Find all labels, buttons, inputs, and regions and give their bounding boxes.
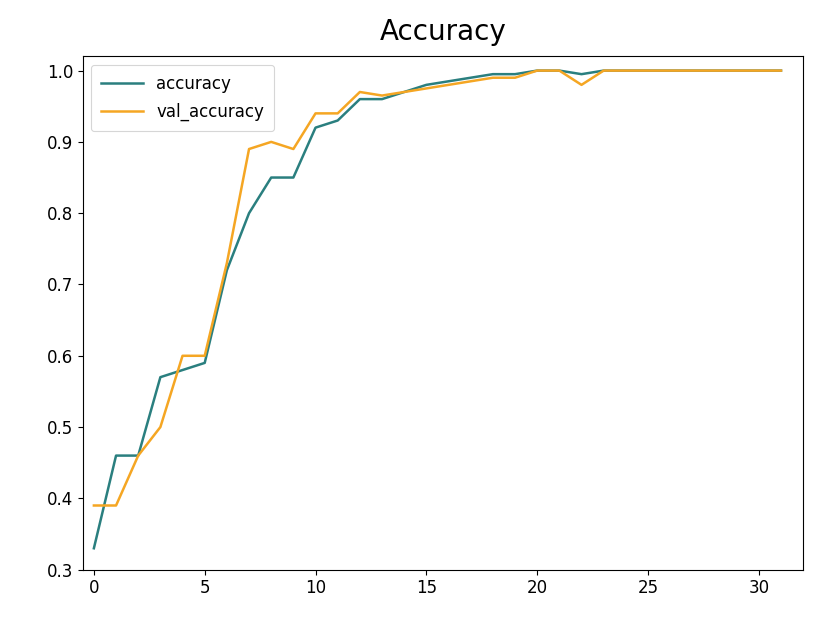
val_accuracy [598, 67, 608, 74]
val_accuracy [509, 74, 519, 81]
val_accuracy [731, 67, 741, 74]
accuracy [177, 366, 187, 374]
accuracy [775, 67, 785, 74]
val_accuracy [155, 423, 165, 431]
accuracy [509, 70, 519, 78]
val_accuracy [643, 67, 653, 74]
val_accuracy [421, 85, 431, 92]
accuracy [598, 67, 608, 74]
accuracy [532, 67, 542, 74]
val_accuracy [709, 67, 719, 74]
val_accuracy [576, 81, 586, 89]
val_accuracy [111, 502, 121, 510]
val_accuracy [88, 502, 98, 510]
accuracy [155, 374, 165, 381]
val_accuracy [532, 67, 542, 74]
accuracy [199, 359, 209, 367]
val_accuracy [620, 67, 630, 74]
val_accuracy [376, 92, 386, 100]
val_accuracy [222, 259, 232, 267]
Line: accuracy: accuracy [93, 71, 780, 548]
accuracy [643, 67, 653, 74]
accuracy [664, 67, 674, 74]
accuracy [222, 267, 232, 274]
val_accuracy [199, 352, 209, 359]
accuracy [709, 67, 719, 74]
accuracy [421, 81, 431, 89]
val_accuracy [332, 110, 342, 117]
val_accuracy [443, 81, 453, 89]
val_accuracy [177, 352, 187, 359]
val_accuracy [487, 74, 497, 81]
accuracy [88, 545, 98, 552]
accuracy [731, 67, 741, 74]
accuracy [554, 67, 564, 74]
accuracy [399, 88, 409, 96]
accuracy [620, 67, 630, 74]
accuracy [332, 116, 342, 124]
accuracy [355, 95, 365, 103]
val_accuracy [288, 145, 298, 153]
val_accuracy [310, 110, 320, 117]
accuracy [310, 124, 320, 131]
val_accuracy [686, 67, 696, 74]
val_accuracy [554, 67, 564, 74]
val_accuracy [465, 78, 475, 85]
accuracy [111, 452, 121, 459]
val_accuracy [266, 138, 276, 146]
accuracy [376, 95, 386, 103]
accuracy [753, 67, 762, 74]
accuracy [288, 174, 298, 182]
accuracy [576, 70, 586, 78]
val_accuracy [753, 67, 762, 74]
accuracy [465, 74, 475, 81]
val_accuracy [133, 452, 143, 459]
accuracy [487, 70, 497, 78]
accuracy [443, 78, 453, 85]
accuracy [133, 452, 143, 459]
val_accuracy [775, 67, 785, 74]
accuracy [244, 210, 254, 217]
val_accuracy [664, 67, 674, 74]
accuracy [686, 67, 696, 74]
val_accuracy [399, 88, 409, 96]
val_accuracy [244, 145, 254, 153]
accuracy [266, 174, 276, 182]
Legend: accuracy, val_accuracy: accuracy, val_accuracy [91, 64, 274, 131]
val_accuracy [355, 88, 365, 96]
Line: val_accuracy: val_accuracy [93, 71, 780, 506]
Title: Accuracy: Accuracy [379, 18, 506, 46]
